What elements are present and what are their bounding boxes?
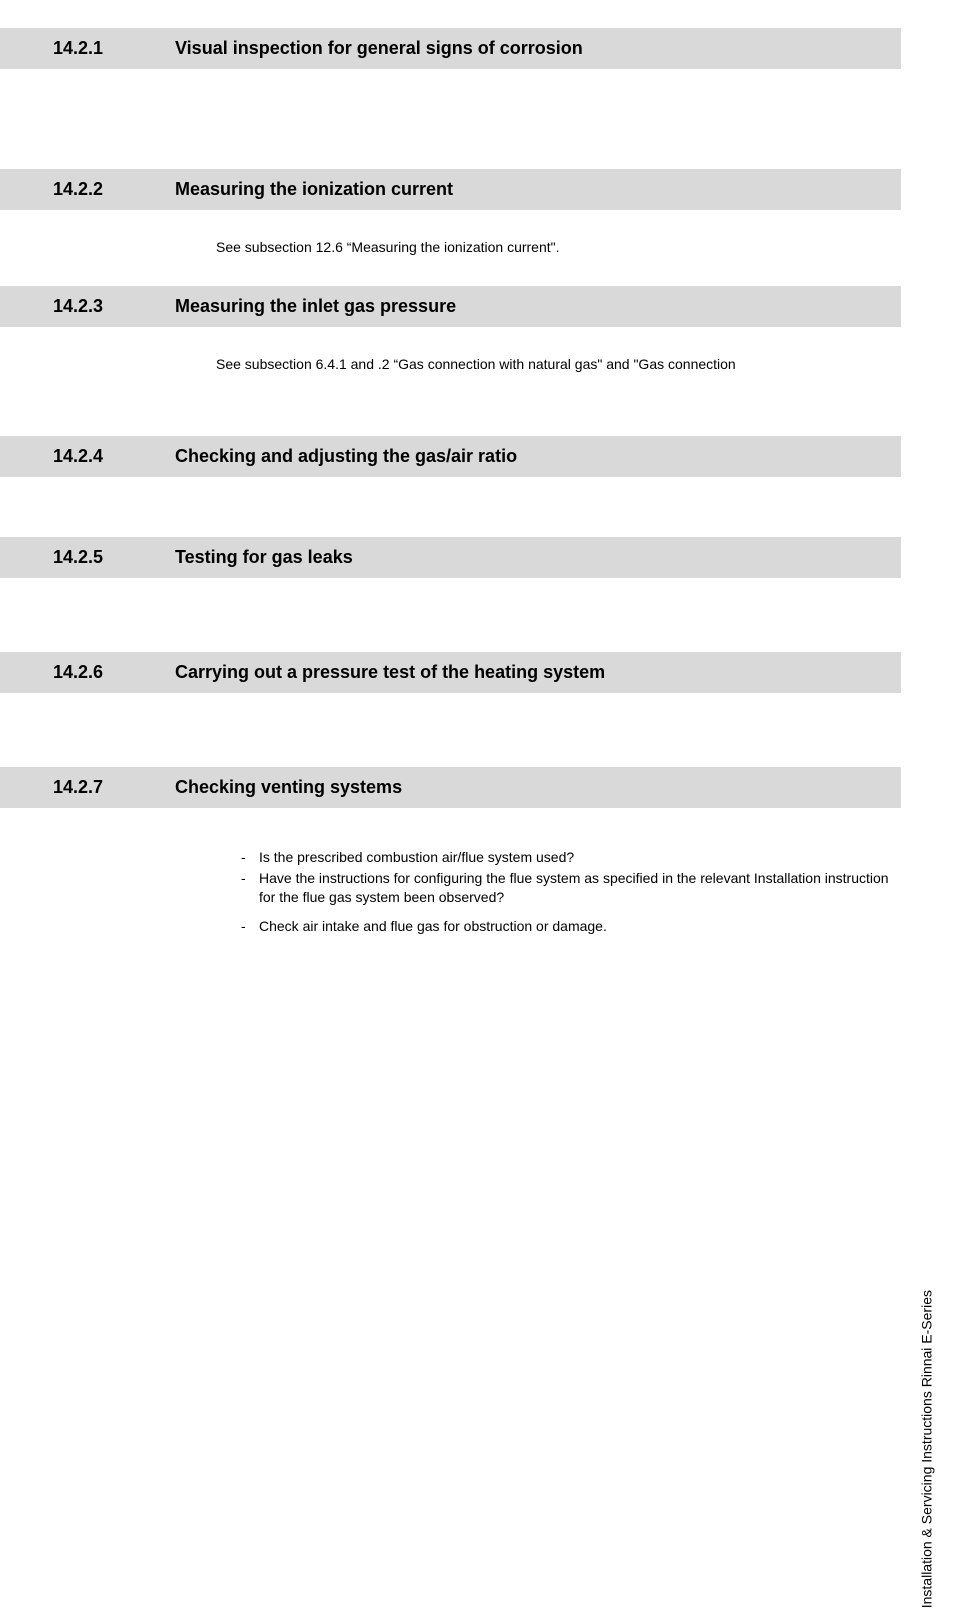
section-title: Checking and adjusting the gas/air ratio xyxy=(175,446,517,467)
bullet-item: Is the prescribed combustion air/flue sy… xyxy=(231,848,901,867)
section-number: 14.2.7 xyxy=(53,777,175,798)
section-body-text: See subsection 12.6 “Measuring the ioniz… xyxy=(216,238,901,258)
section-number: 14.2.6 xyxy=(53,662,175,683)
bullet-item: Check air intake and flue gas for obstru… xyxy=(231,917,901,936)
section-body-text: See subsection 6.4.1 and .2 “Gas connect… xyxy=(216,355,901,375)
section-title: Testing for gas leaks xyxy=(175,547,353,568)
bullet-list: Check air intake and flue gas for obstru… xyxy=(231,917,901,936)
section-title: Carrying out a pressure test of the heat… xyxy=(175,662,605,683)
document-page: 14.2.1 Visual inspection for general sig… xyxy=(0,0,954,936)
section-title: Measuring the inlet gas pressure xyxy=(175,296,456,317)
section-title: Visual inspection for general signs of c… xyxy=(175,38,583,59)
section-header-14-2-1: 14.2.1 Visual inspection for general sig… xyxy=(0,28,901,69)
section-header-14-2-6: 14.2.6 Carrying out a pressure test of t… xyxy=(0,652,901,693)
section-number: 14.2.5 xyxy=(53,547,175,568)
section-title: Checking venting systems xyxy=(175,777,402,798)
section-header-14-2-2: 14.2.2 Measuring the ionization current xyxy=(0,169,901,210)
section-header-14-2-7: 14.2.7 Checking venting systems xyxy=(0,767,901,808)
section-header-14-2-4: 14.2.4 Checking and adjusting the gas/ai… xyxy=(0,436,901,477)
bullet-item: Have the instructions for configuring th… xyxy=(231,869,901,907)
section-number: 14.2.4 xyxy=(53,446,175,467)
section-number: 14.2.2 xyxy=(53,179,175,200)
section-title: Measuring the ionization current xyxy=(175,179,453,200)
bullet-list: Is the prescribed combustion air/flue sy… xyxy=(231,848,901,907)
side-vertical-text: Installation & Servicing Instructions Ri… xyxy=(918,1290,934,1608)
section-number: 14.2.3 xyxy=(53,296,175,317)
section-number: 14.2.1 xyxy=(53,38,175,59)
section-header-14-2-3: 14.2.3 Measuring the inlet gas pressure xyxy=(0,286,901,327)
section-header-14-2-5: 14.2.5 Testing for gas leaks xyxy=(0,537,901,578)
